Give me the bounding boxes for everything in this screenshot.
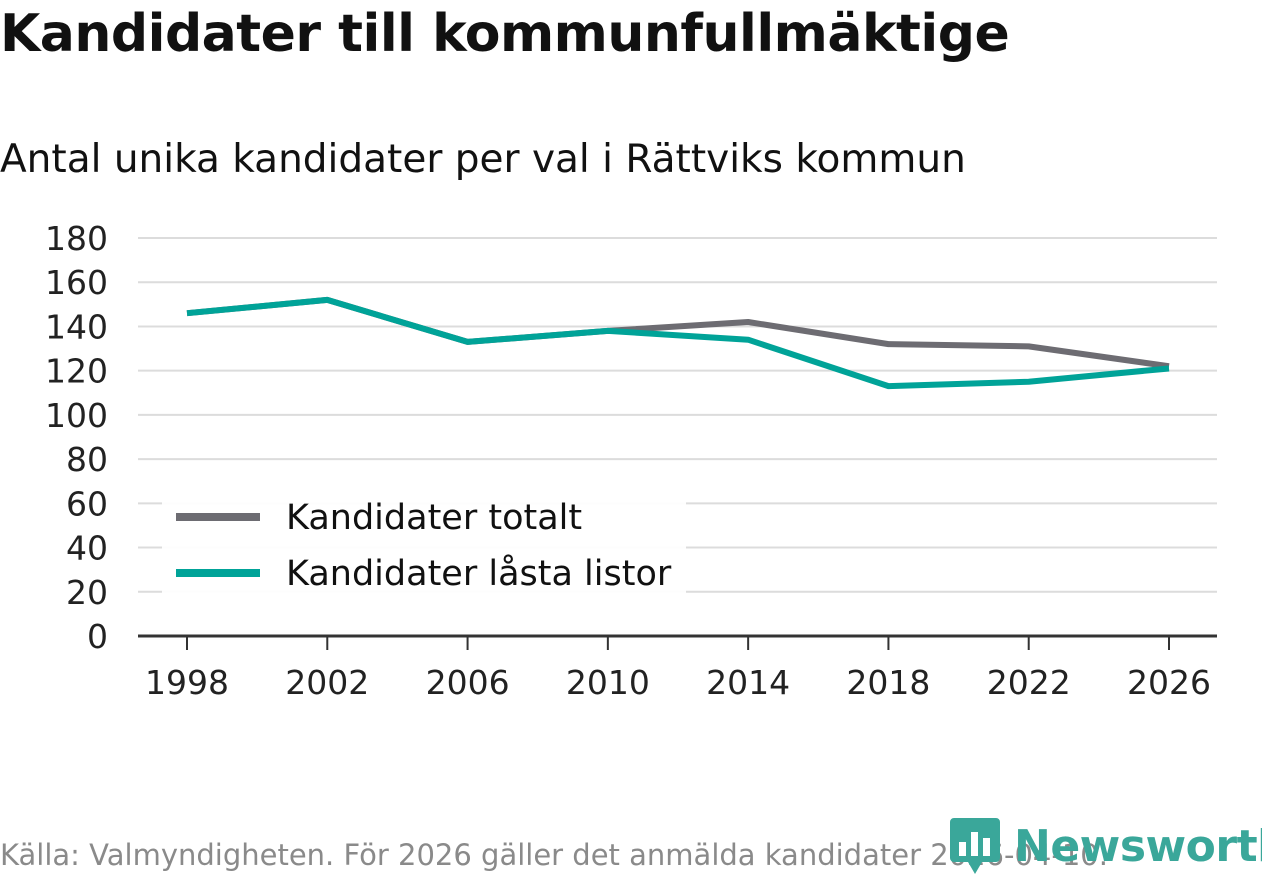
newsworthy-logo: Newsworthy [950, 818, 1262, 874]
series-line-kandidater-lasta-listor [186, 296, 1170, 390]
y-tick-label-40: 40 [66, 529, 108, 568]
x-tick-label-2022: 2022 [987, 663, 1071, 702]
x-tick-label-2006: 2006 [426, 663, 510, 702]
legend-box [162, 494, 686, 594]
bar-chart-pin-icon [950, 818, 1000, 874]
x-tick-label-1998: 1998 [145, 663, 229, 702]
x-tick-label-2014: 2014 [706, 663, 790, 702]
x-tick-label-2002: 2002 [285, 663, 369, 702]
chart-title: Kandidater till kommunfullmäktige [0, 4, 1010, 64]
y-tick-label-120: 120 [45, 352, 108, 391]
legend-label-0: Kandidater totalt [286, 498, 582, 538]
y-tick-label-20: 20 [66, 573, 108, 612]
x-tick-label-2010: 2010 [566, 663, 650, 702]
y-tick-label-160: 160 [45, 263, 108, 302]
brand-name: Newsworthy [1014, 820, 1262, 872]
source-note: Källa: Valmyndigheten. För 2026 gäller d… [0, 838, 1108, 872]
y-tick-label-0: 0 [87, 617, 108, 656]
x-tick-label-2018: 2018 [846, 663, 930, 702]
y-tick-label-180: 180 [45, 219, 108, 258]
legend-label-1: Kandidater låsta listor [286, 553, 672, 594]
y-tick-label-140: 140 [45, 307, 108, 346]
x-tick-label-2026: 2026 [1127, 663, 1211, 702]
y-tick-label-80: 80 [66, 440, 108, 479]
y-tick-label-60: 60 [66, 484, 108, 523]
y-tick-label-100: 100 [45, 396, 108, 435]
chart-subtitle: Antal unika kandidater per val i Rättvik… [0, 137, 966, 182]
